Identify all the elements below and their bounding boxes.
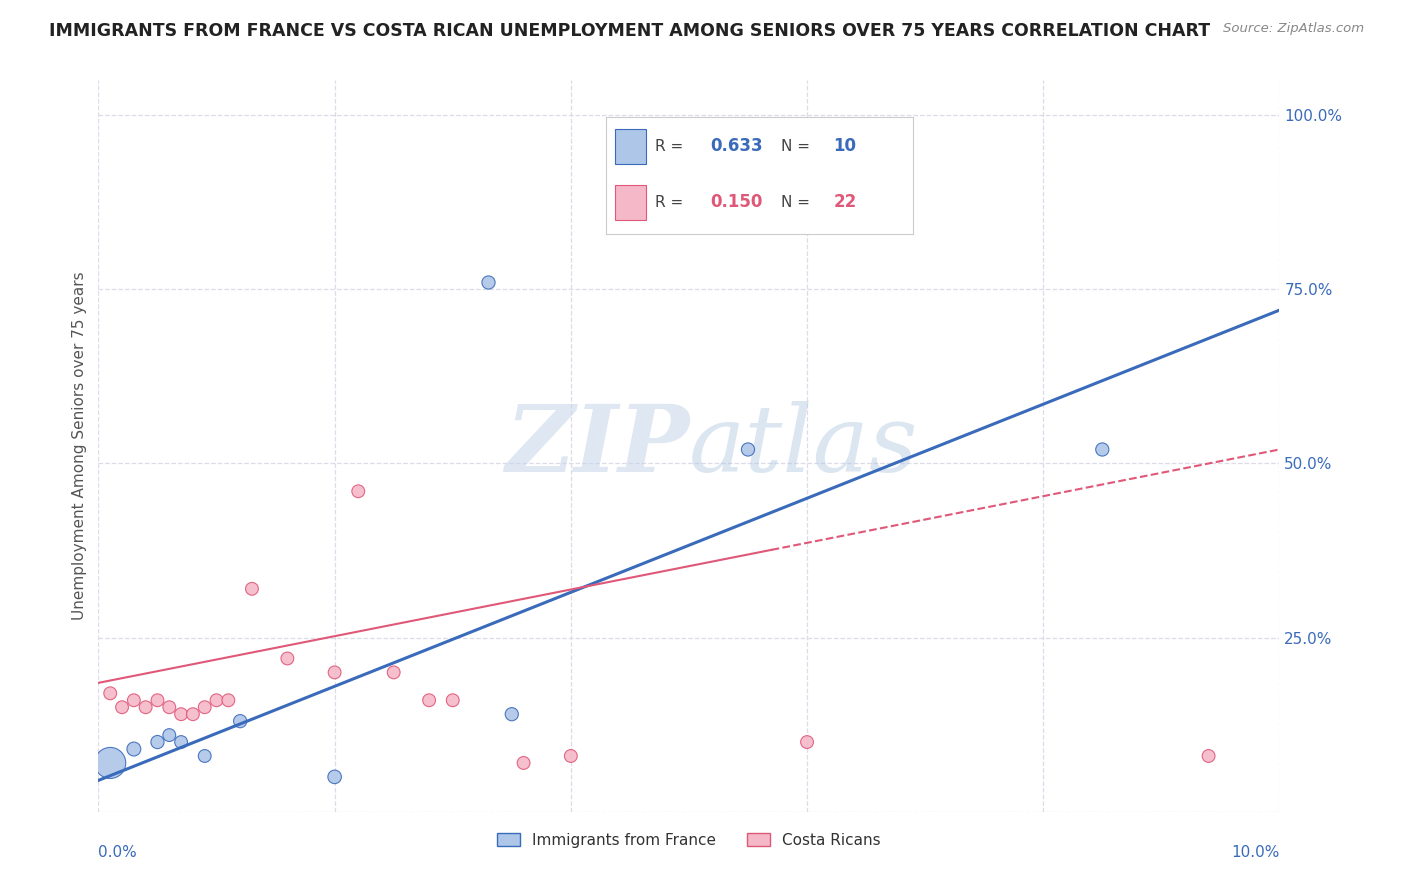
Point [501, 707, 523, 722]
Y-axis label: Unemployment Among Seniors over 75 years: Unemployment Among Seniors over 75 years [72, 272, 87, 620]
Point [170, 707, 193, 722]
Point [229, 714, 252, 728]
Text: atlas: atlas [689, 401, 918, 491]
Point [194, 700, 217, 714]
Text: 0.0%: 0.0% [98, 845, 138, 860]
Point [323, 665, 346, 680]
Text: Source: ZipAtlas.com: Source: ZipAtlas.com [1223, 22, 1364, 36]
Point [512, 756, 534, 770]
Point [98, 756, 121, 770]
Point [276, 651, 298, 665]
Point [194, 749, 217, 764]
Point [146, 735, 169, 749]
Point [737, 442, 759, 457]
Point [418, 693, 440, 707]
Point [122, 693, 145, 707]
Text: IMMIGRANTS FROM FRANCE VS COSTA RICAN UNEMPLOYMENT AMONG SENIORS OVER 75 YEARS C: IMMIGRANTS FROM FRANCE VS COSTA RICAN UN… [49, 22, 1211, 40]
Point [796, 735, 818, 749]
Point [157, 728, 180, 742]
Point [146, 693, 169, 707]
Point [157, 700, 180, 714]
Point [98, 686, 121, 700]
Point [240, 582, 263, 596]
Text: 10.0%: 10.0% [1232, 845, 1279, 860]
Point [477, 275, 499, 289]
Text: ZIP: ZIP [505, 401, 689, 491]
Point [382, 665, 405, 680]
Point [347, 484, 370, 499]
Legend: Immigrants from France, Costa Ricans: Immigrants from France, Costa Ricans [489, 825, 889, 855]
Point [122, 742, 145, 756]
Point [441, 693, 464, 707]
Point [1198, 749, 1220, 764]
Point [560, 749, 582, 764]
Point [135, 700, 157, 714]
Point [205, 693, 228, 707]
Point [111, 700, 134, 714]
Point [181, 707, 204, 722]
Point [1091, 442, 1114, 457]
Point [323, 770, 346, 784]
Point [217, 693, 239, 707]
Point [170, 735, 193, 749]
